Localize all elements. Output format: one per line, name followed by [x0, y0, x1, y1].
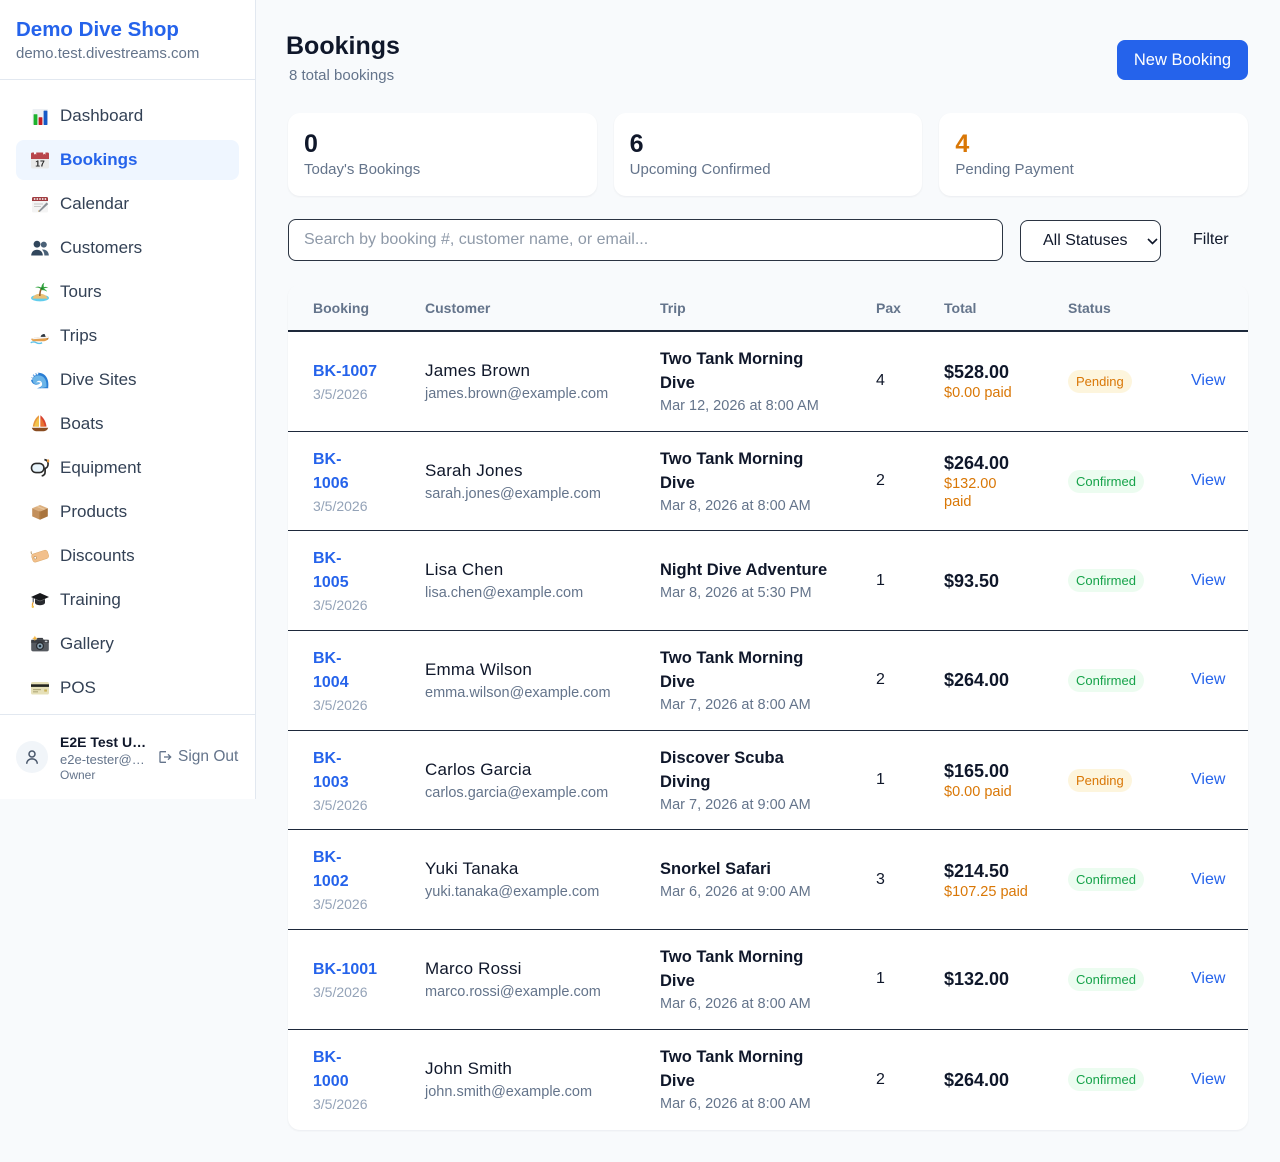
svg-text:17: 17: [35, 158, 45, 168]
